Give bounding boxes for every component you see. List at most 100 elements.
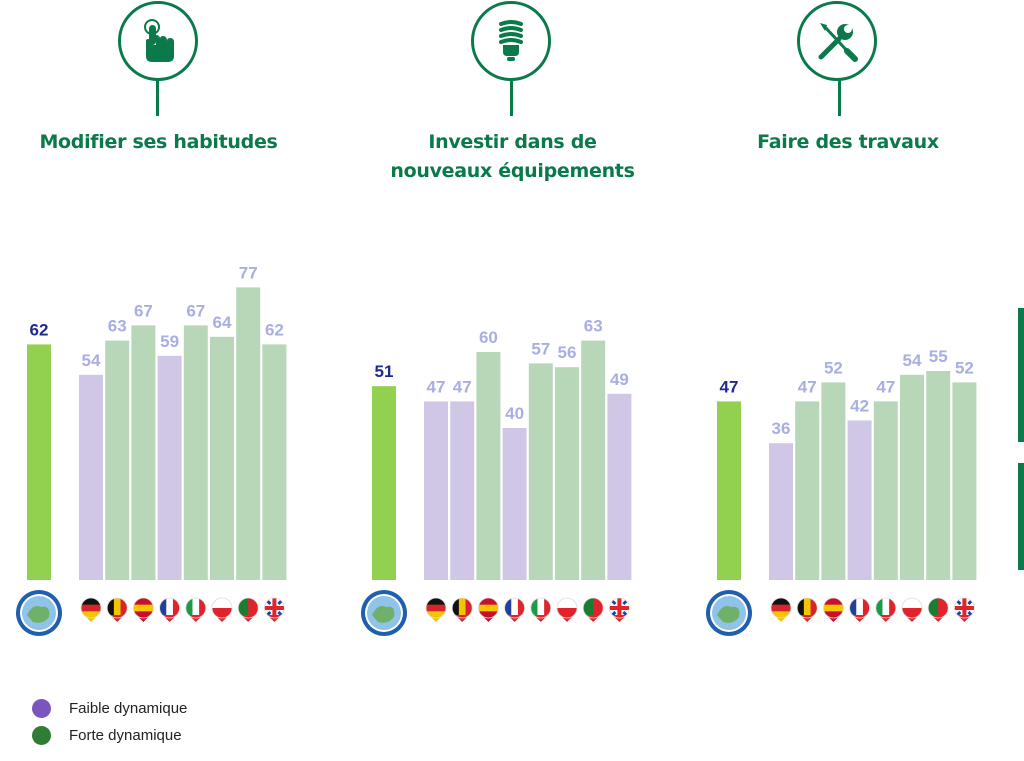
value-label-pl: 54 xyxy=(903,351,922,370)
bar-pl xyxy=(210,336,234,580)
flag-uk-icon xyxy=(263,597,285,622)
legend-low-label: Faible dynamique xyxy=(69,700,188,717)
bar-es xyxy=(821,382,846,580)
europe-globe-icon xyxy=(706,590,752,636)
bar-pt xyxy=(926,371,951,580)
bar-pt xyxy=(581,340,606,580)
bar-uk xyxy=(952,382,977,580)
value-label-es: 67 xyxy=(134,301,153,320)
europe-globe-icon xyxy=(16,590,62,636)
tools-icon xyxy=(818,23,858,62)
chart-habits: 62 54 63 67 59 67 64 77 62 xyxy=(16,263,287,636)
legend-high-marker xyxy=(32,726,51,745)
flag-es-icon xyxy=(822,597,844,622)
flag-uk-icon xyxy=(608,597,630,622)
chart-title-equipment: Investir dans de nouveaux équipements xyxy=(390,131,635,182)
bar-fr xyxy=(157,355,182,580)
flag-de-icon xyxy=(770,597,792,622)
value-label-de: 36 xyxy=(772,419,791,438)
legend-high-label: Forte dynamique xyxy=(69,727,182,744)
works-connector xyxy=(838,80,841,116)
value-label-be: 63 xyxy=(108,317,127,336)
value-label-fr: 59 xyxy=(160,332,179,351)
value-label-de: 47 xyxy=(427,377,446,396)
chart-equipment: 51 47 47 60 40 57 56 63 49 xyxy=(361,317,632,636)
bar-pl xyxy=(900,374,924,580)
bar-eu xyxy=(717,401,741,580)
value-label-uk: 52 xyxy=(955,358,974,377)
europe-globe-icon xyxy=(361,590,407,636)
value-label-be: 47 xyxy=(453,377,472,396)
bar-fr xyxy=(502,428,527,580)
light-bulb-icon xyxy=(499,20,523,61)
bar-uk xyxy=(607,393,632,580)
legend-item-high: Forte dynamique xyxy=(32,726,182,745)
flag-uk-icon xyxy=(953,597,975,622)
chart-title-habits: Modifier ses habitudes xyxy=(39,131,278,153)
flag-be-icon xyxy=(796,597,818,622)
value-label-be: 47 xyxy=(798,377,817,396)
value-label-fr: 40 xyxy=(505,404,524,423)
value-label-es: 60 xyxy=(479,328,498,347)
flag-it-icon xyxy=(185,597,207,622)
flag-de-icon xyxy=(80,597,102,622)
bar-eu xyxy=(27,344,51,580)
chart-title-works: Faire des travaux xyxy=(757,131,939,153)
flag-fr-icon xyxy=(849,597,871,622)
bar-es xyxy=(131,325,156,580)
bar-de xyxy=(79,374,103,580)
bar-it xyxy=(528,363,553,580)
habits-connector xyxy=(156,80,159,116)
bar-fr xyxy=(847,420,872,580)
flag-be-icon xyxy=(451,597,473,622)
value-label-pt: 55 xyxy=(929,347,948,366)
flag-es-icon xyxy=(132,597,154,622)
value-label-pt: 77 xyxy=(239,263,258,282)
value-label-it: 67 xyxy=(186,301,205,320)
pointing-hand-icon xyxy=(144,19,174,62)
bar-it xyxy=(183,325,208,580)
bar-de xyxy=(769,443,793,580)
bar-uk xyxy=(262,344,287,580)
flag-fr-icon xyxy=(504,597,526,622)
bar-eu xyxy=(372,386,396,580)
flag-pt-icon xyxy=(237,597,259,622)
value-label-eu: 51 xyxy=(375,362,394,381)
value-label-uk: 49 xyxy=(610,370,629,389)
value-label-it: 47 xyxy=(876,377,895,396)
flag-pl-icon xyxy=(556,597,578,622)
bar-pt xyxy=(236,287,261,580)
bar-de xyxy=(424,401,448,580)
edge-accent-bar-top xyxy=(1018,308,1024,442)
flag-de-icon xyxy=(425,597,447,622)
flag-pt-icon xyxy=(582,597,604,622)
value-label-pt: 63 xyxy=(584,317,603,336)
bar-be xyxy=(450,401,475,580)
flag-pl-icon xyxy=(901,597,923,622)
value-label-eu: 47 xyxy=(720,377,739,396)
flag-fr-icon xyxy=(159,597,181,622)
habits-icon-circle xyxy=(118,1,198,81)
value-label-es: 52 xyxy=(824,358,843,377)
edge-accent-bar-bottom xyxy=(1018,463,1024,570)
bar-pl xyxy=(555,367,579,580)
value-label-pl: 56 xyxy=(558,343,577,362)
value-label-fr: 42 xyxy=(850,396,869,415)
value-label-pl: 64 xyxy=(213,313,232,332)
legend-item-low: Faible dynamique xyxy=(32,699,187,718)
flag-it-icon xyxy=(530,597,552,622)
flag-pl-icon xyxy=(211,597,233,622)
flag-be-icon xyxy=(106,597,128,622)
legend-low-marker xyxy=(32,699,51,718)
value-label-eu: 62 xyxy=(30,320,49,339)
equipment-icon-circle xyxy=(471,1,551,81)
value-label-de: 54 xyxy=(82,351,101,370)
bar-it xyxy=(873,401,898,580)
flag-es-icon xyxy=(477,597,499,622)
works-icon-circle xyxy=(797,1,877,81)
bar-be xyxy=(795,401,820,580)
bar-be xyxy=(105,340,130,580)
chart-works: 47 36 47 52 42 47 54 55 52 xyxy=(706,347,977,636)
value-label-uk: 62 xyxy=(265,320,284,339)
value-label-it: 57 xyxy=(531,339,550,358)
